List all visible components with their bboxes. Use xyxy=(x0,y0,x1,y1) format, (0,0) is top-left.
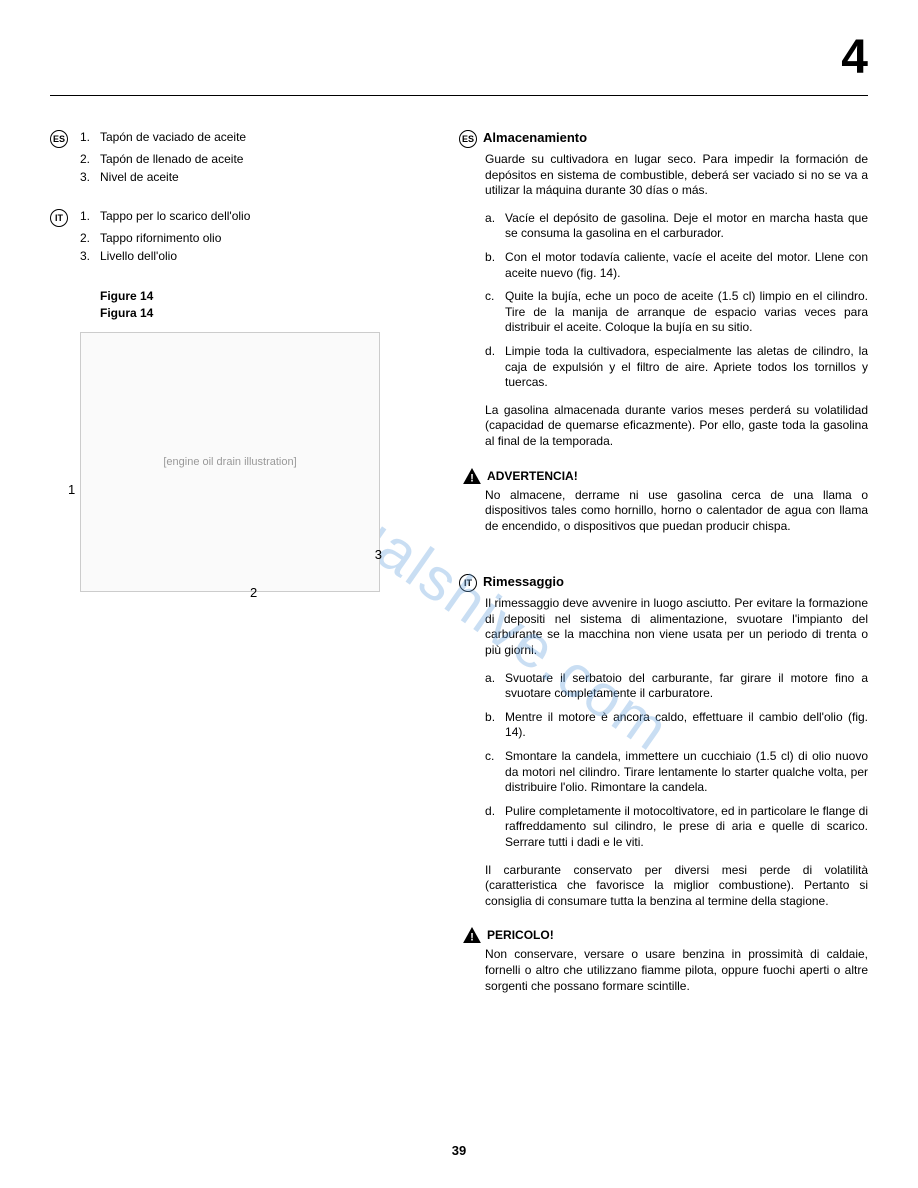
part-text: Tappo rifornimento olio xyxy=(100,231,429,245)
left-column: ES 1. Tapón de vaciado de aceite 2. Tapó… xyxy=(50,130,429,994)
callout-1: 1 xyxy=(68,482,75,497)
divider xyxy=(50,95,868,96)
callout-2: 2 xyxy=(250,585,257,600)
section-title: Rimessaggio xyxy=(483,574,564,589)
part-num: 1. xyxy=(80,130,100,144)
it-badge: IT xyxy=(50,209,68,227)
warning-icon: ! xyxy=(463,927,481,943)
figure-label-es: Figura 14 xyxy=(100,305,429,322)
es-parts-list: ES 1. Tapón de vaciado de aceite 2. Tapó… xyxy=(50,130,429,184)
step-letter: a. xyxy=(485,671,505,702)
step-text: Con el motor todavía caliente, vacíe el … xyxy=(505,250,868,281)
es-steps: a.Vacíe el depósito de gasolina. Deje el… xyxy=(485,211,868,391)
step-text: Svuotare il serbatoio del carburante, fa… xyxy=(505,671,868,702)
it-steps: a.Svuotare il serbatoio del carburante, … xyxy=(485,671,868,851)
it-note: Il carburante conservato per diversi mes… xyxy=(485,863,868,910)
step-letter: b. xyxy=(485,250,505,281)
step-text: Smontare la candela, immettere un cucchi… xyxy=(505,749,868,796)
it-badge: IT xyxy=(459,574,477,592)
callout-3: 3 xyxy=(375,547,382,562)
part-text: Tapón de llenado de aceite xyxy=(100,152,429,166)
step-text: Quite la bujía, eche un poco de aceite (… xyxy=(505,289,868,336)
figure-image: [engine oil drain illustration] xyxy=(80,332,380,592)
step-letter: c. xyxy=(485,749,505,796)
step-letter: b. xyxy=(485,710,505,741)
part-text: Tappo per lo scarico dell'olio xyxy=(100,209,429,223)
page-number: 39 xyxy=(452,1143,466,1158)
it-parts-list: IT 1. Tappo per lo scarico dell'olio 2. … xyxy=(50,209,429,263)
right-column: ES Almacenamiento Guarde su cultivadora … xyxy=(459,130,868,994)
part-text: Livello dell'olio xyxy=(100,249,429,263)
es-note: La gasolina almacenada durante varios me… xyxy=(485,403,868,450)
warning-title: PERICOLO! xyxy=(487,928,554,942)
es-badge: ES xyxy=(50,130,68,148)
figure-14: [engine oil drain illustration] 1 2 3 xyxy=(80,332,380,592)
part-num: 2. xyxy=(80,152,100,166)
warning-title: ADVERTENCIA! xyxy=(487,469,578,483)
step-letter: d. xyxy=(485,344,505,391)
part-num: 1. xyxy=(80,209,100,223)
page-content: ES 1. Tapón de vaciado de aceite 2. Tapó… xyxy=(50,130,868,994)
es-badge: ES xyxy=(459,130,477,148)
part-text: Tapón de vaciado de aceite xyxy=(100,130,429,144)
warning-icon: ! xyxy=(463,468,481,484)
figure-label-en: Figure 14 xyxy=(100,288,429,305)
part-text: Nivel de aceite xyxy=(100,170,429,184)
it-warning-text: Non conservare, versare o usare benzina … xyxy=(485,947,868,994)
it-storage-section: IT Rimessaggio Il rimessaggio deve avven… xyxy=(459,574,868,994)
section-intro: Guarde su cultivadora en lugar seco. Par… xyxy=(485,152,868,199)
section-intro: Il rimessaggio deve avvenire in luogo as… xyxy=(485,596,868,658)
figure-label: Figure 14 Figura 14 xyxy=(100,288,429,322)
section-title: Almacenamiento xyxy=(483,130,587,145)
step-letter: a. xyxy=(485,211,505,242)
step-letter: c. xyxy=(485,289,505,336)
step-text: Vacíe el depósito de gasolina. Deje el m… xyxy=(505,211,868,242)
step-text: Mentre il motore è ancora caldo, effettu… xyxy=(505,710,868,741)
es-warning-text: No almacene, derrame ni use gasolina cer… xyxy=(485,488,868,535)
part-num: 2. xyxy=(80,231,100,245)
part-num: 3. xyxy=(80,249,100,263)
svg-text:!: ! xyxy=(470,472,474,484)
step-letter: d. xyxy=(485,804,505,851)
part-num: 3. xyxy=(80,170,100,184)
step-text: Pulire completamente il motocoltivatore,… xyxy=(505,804,868,851)
es-storage-section: ES Almacenamiento Guarde su cultivadora … xyxy=(459,130,868,534)
es-warning-header: ! ADVERTENCIA! xyxy=(463,468,868,484)
it-warning-header: ! PERICOLO! xyxy=(463,927,868,943)
step-text: Limpie toda la cultivadora, especialment… xyxy=(505,344,868,391)
svg-text:!: ! xyxy=(470,932,474,944)
chapter-number: 4 xyxy=(841,30,868,85)
